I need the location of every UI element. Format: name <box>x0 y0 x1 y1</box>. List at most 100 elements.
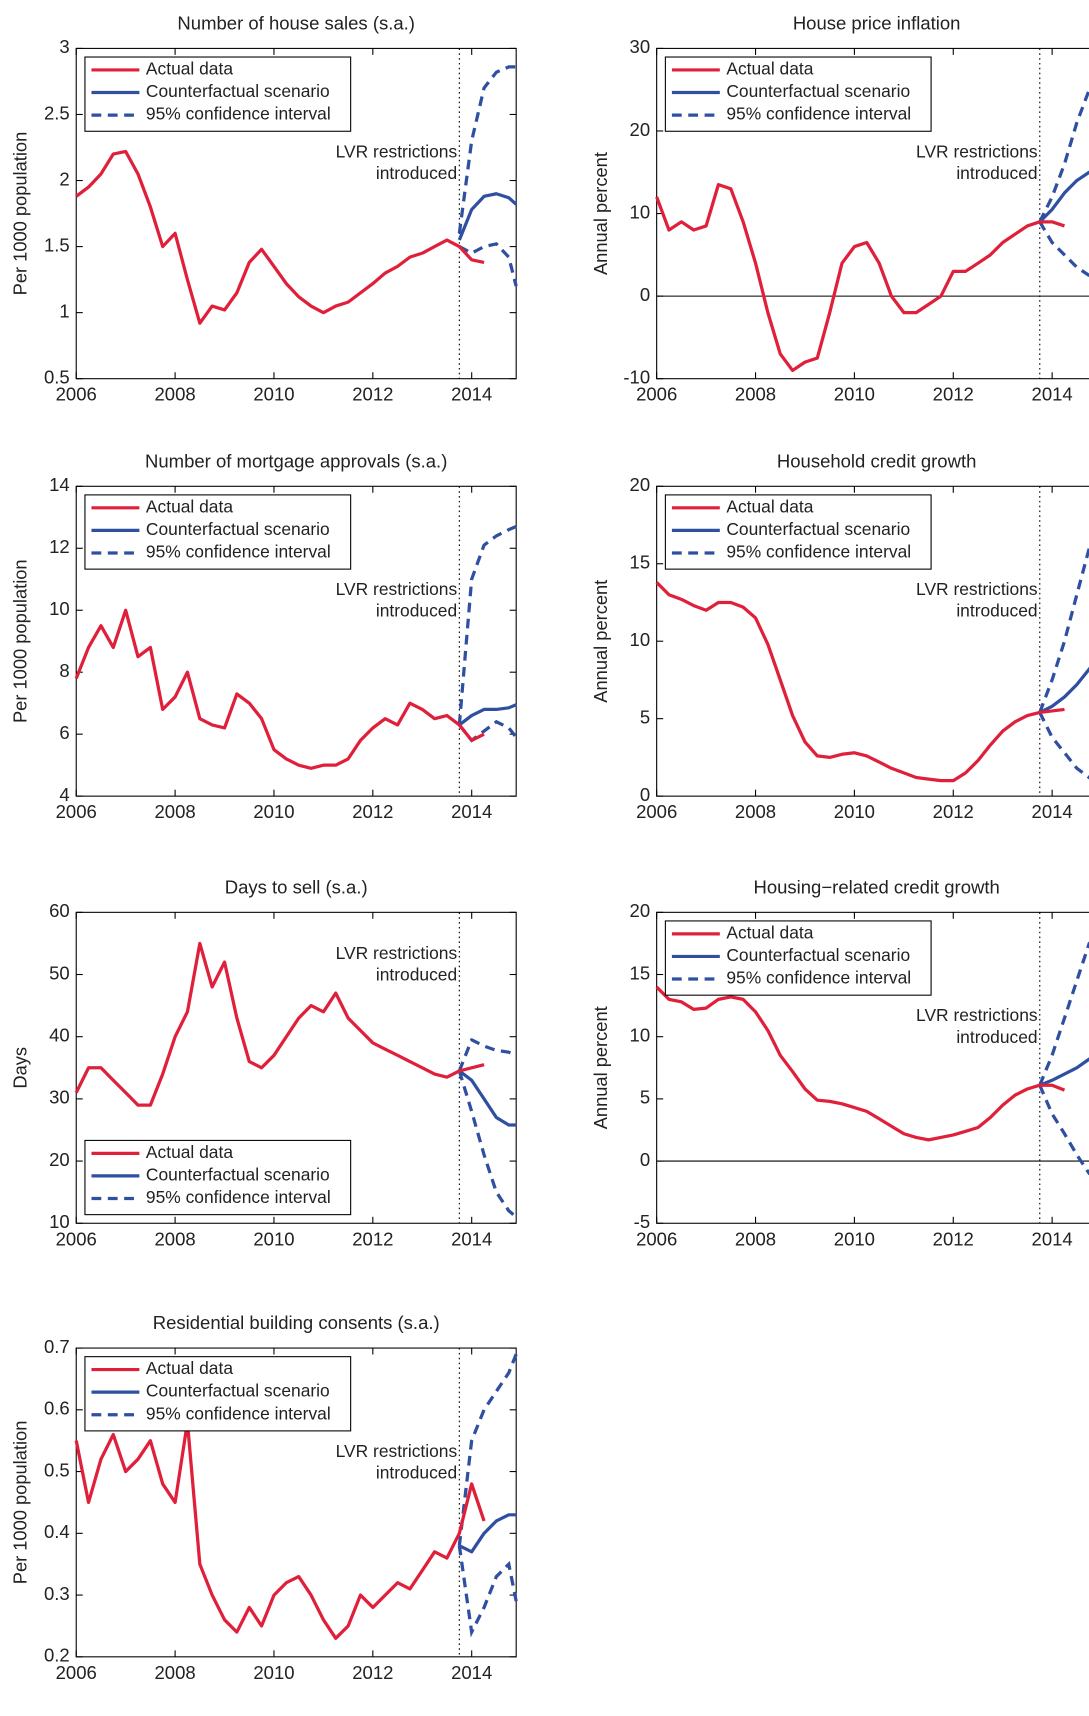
annotation: introduced <box>956 1027 1037 1047</box>
x-tick-label: 2008 <box>155 1662 196 1683</box>
x-tick-label: 2012 <box>933 801 974 822</box>
x-tick-label: 2010 <box>253 801 294 822</box>
legend-label: 95% confidence interval <box>146 1187 331 1207</box>
annotation: introduced <box>956 163 1037 183</box>
y-tick-label: 0.5 <box>44 1459 70 1480</box>
legend-label: Actual data <box>146 496 233 516</box>
y-tick-label: 2.5 <box>44 102 70 123</box>
annotation: introduced <box>956 601 1037 621</box>
chart-title: Number of mortgage approvals (s.a.) <box>145 451 447 472</box>
x-tick-label: 2012 <box>933 1228 974 1249</box>
y-tick-label: 20 <box>630 900 651 921</box>
x-tick-label: 2008 <box>735 1228 776 1249</box>
legend-label: Counterfactual scenario <box>146 1165 330 1185</box>
x-tick-label: 2010 <box>253 384 294 405</box>
x-tick-label: 2012 <box>933 384 974 405</box>
chart-title: House price inflation <box>793 13 961 34</box>
x-tick-label: 2008 <box>735 384 776 405</box>
y-axis-label: Annual percent <box>590 1006 611 1129</box>
annotation: LVR restrictions <box>916 579 1038 599</box>
y-tick-label: 10 <box>49 1211 70 1232</box>
x-tick-label: 2010 <box>834 801 875 822</box>
y-tick-label: 4 <box>59 784 69 805</box>
y-tick-label: 0 <box>640 284 650 305</box>
legend-label: Actual data <box>726 496 813 516</box>
chart-title: Housing−related credit growth <box>753 877 999 898</box>
legend-label: 95% confidence interval <box>146 1403 331 1423</box>
chart-title: Household credit growth <box>777 451 977 472</box>
series-line <box>74 1420 486 1640</box>
series-line <box>655 581 1065 783</box>
x-tick-label: 2010 <box>834 384 875 405</box>
y-tick-label: 0.4 <box>44 1521 70 1542</box>
series-line-lower <box>457 1070 518 1219</box>
x-tick-label: 2012 <box>352 1662 393 1683</box>
legend-label: Counterfactual scenario <box>726 81 910 101</box>
legend-label: 95% confidence interval <box>726 542 911 562</box>
x-tick-label: 2006 <box>636 1228 677 1249</box>
chart-title: Residential building consents (s.a.) <box>153 1312 440 1333</box>
y-tick-label: 1.5 <box>44 235 70 256</box>
x-tick-label: 2014 <box>1032 384 1073 405</box>
plot-frame <box>75 47 517 380</box>
series-line-lower <box>1038 711 1089 780</box>
series-line <box>458 1513 517 1554</box>
y-axis-label: Days <box>10 1047 31 1089</box>
y-tick-label: 15 <box>630 962 651 983</box>
y-tick-label: -5 <box>634 1211 650 1232</box>
annotation: introduced <box>376 163 457 183</box>
x-tick-label: 2008 <box>155 801 196 822</box>
x-tick-label: 2006 <box>56 1228 97 1249</box>
y-tick-label: 10 <box>630 201 651 222</box>
plot-frame <box>75 1347 517 1658</box>
x-tick-label: 2006 <box>56 801 97 822</box>
y-tick-label: 60 <box>49 900 70 921</box>
series-line <box>75 149 485 325</box>
annotation: LVR restrictions <box>336 579 458 599</box>
y-axis-label: Per 1000 population <box>10 559 31 723</box>
series-line <box>457 1038 517 1072</box>
x-tick-label: 2014 <box>451 1228 492 1249</box>
series-line <box>1038 170 1089 223</box>
x-tick-label: 2006 <box>636 801 677 822</box>
legend-label: 95% confidence interval <box>726 104 911 124</box>
y-axis-label: Annual percent <box>590 152 611 275</box>
x-tick-label: 2012 <box>352 801 393 822</box>
legend-label: Counterfactual scenario <box>726 519 910 539</box>
series-line <box>655 985 1066 1142</box>
y-tick-label: 8 <box>59 660 69 681</box>
x-tick-label: 2008 <box>735 801 776 822</box>
x-tick-label: 2006 <box>56 384 97 405</box>
legend-label: 95% confidence interval <box>146 104 331 124</box>
y-axis-label: Annual percent <box>590 580 611 703</box>
y-tick-label: 30 <box>49 1087 70 1108</box>
series-line-lower <box>1038 221 1089 279</box>
y-tick-label: 3 <box>59 36 69 57</box>
annotation: introduced <box>376 1463 457 1483</box>
series-line <box>458 1069 517 1127</box>
y-tick-label: 40 <box>49 1025 70 1046</box>
x-tick-label: 2014 <box>451 384 492 405</box>
y-tick-label: 10 <box>630 1025 651 1046</box>
series-line-lower <box>458 242 518 287</box>
y-tick-label: 0 <box>640 784 650 805</box>
y-tick-label: 10 <box>49 598 70 619</box>
series-line <box>74 941 485 1107</box>
series-line <box>74 608 485 770</box>
annotation: LVR restrictions <box>916 141 1038 161</box>
series-line <box>457 1353 518 1546</box>
series-line <box>1038 543 1089 714</box>
x-tick-label: 2006 <box>636 384 677 405</box>
series-line <box>457 525 517 726</box>
x-tick-label: 2010 <box>834 1228 875 1249</box>
y-tick-label: 0.5 <box>44 367 70 388</box>
x-tick-label: 2014 <box>451 801 492 822</box>
plot-frame <box>656 911 1089 1224</box>
chart-panel: House price inflation Annual percent 2006 2… <box>590 13 1089 405</box>
y-tick-label: 0.6 <box>44 1398 70 1419</box>
legend-label: 95% confidence interval <box>146 542 331 562</box>
annotation: LVR restrictions <box>336 943 458 963</box>
y-tick-label: 10 <box>630 629 651 650</box>
